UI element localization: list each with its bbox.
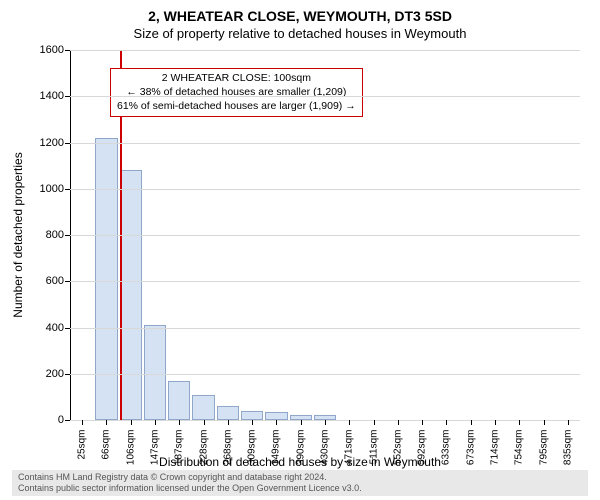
grid-line bbox=[70, 328, 580, 329]
histogram-bar bbox=[217, 406, 239, 420]
x-tick-mark bbox=[495, 420, 496, 425]
x-tick-mark bbox=[252, 420, 253, 425]
histogram-bar bbox=[168, 381, 190, 420]
y-tick-mark bbox=[65, 235, 70, 236]
x-tick-mark bbox=[422, 420, 423, 425]
y-tick-mark bbox=[65, 420, 70, 421]
x-tick-mark bbox=[544, 420, 545, 425]
footer: Contains HM Land Registry data © Crown c… bbox=[12, 470, 588, 496]
histogram-bar bbox=[120, 170, 142, 420]
y-tick-mark bbox=[65, 143, 70, 144]
histogram-bar bbox=[265, 412, 287, 420]
y-tick-label: 600 bbox=[24, 275, 64, 287]
x-tick-mark bbox=[471, 420, 472, 425]
y-tick-label: 1600 bbox=[24, 44, 64, 56]
y-tick-label: 1000 bbox=[24, 183, 64, 195]
x-tick-mark bbox=[446, 420, 447, 425]
y-tick-label: 1200 bbox=[24, 137, 64, 149]
grid-line bbox=[70, 143, 580, 144]
grid-line bbox=[70, 281, 580, 282]
callout-line-1: 2 WHEATEAR CLOSE: 100sqm bbox=[117, 71, 356, 85]
x-tick-mark bbox=[374, 420, 375, 425]
x-tick-mark bbox=[131, 420, 132, 425]
y-tick-label: 800 bbox=[24, 229, 64, 241]
x-tick-mark bbox=[568, 420, 569, 425]
histogram-bar bbox=[192, 395, 214, 420]
y-tick-mark bbox=[65, 328, 70, 329]
x-tick-mark bbox=[82, 420, 83, 425]
footer-line-2: Contains public sector information licen… bbox=[18, 483, 582, 494]
y-tick-label: 400 bbox=[24, 322, 64, 334]
y-tick-mark bbox=[65, 374, 70, 375]
chart-container: 2, WHEATEAR CLOSE, WEYMOUTH, DT3 5SD Siz… bbox=[0, 0, 600, 500]
grid-line bbox=[70, 189, 580, 190]
x-tick-mark bbox=[276, 420, 277, 425]
x-axis-label: Distribution of detached houses by size … bbox=[0, 455, 600, 469]
y-tick-mark bbox=[65, 50, 70, 51]
y-tick-mark bbox=[65, 96, 70, 97]
x-tick-mark bbox=[349, 420, 350, 425]
x-tick-mark bbox=[204, 420, 205, 425]
histogram-bar bbox=[95, 138, 117, 420]
grid-line bbox=[70, 50, 580, 51]
x-tick-mark bbox=[228, 420, 229, 425]
chart-subtitle: Size of property relative to detached ho… bbox=[0, 26, 600, 41]
x-tick-mark bbox=[398, 420, 399, 425]
grid-line bbox=[70, 96, 580, 97]
y-tick-mark bbox=[65, 281, 70, 282]
chart-title: 2, WHEATEAR CLOSE, WEYMOUTH, DT3 5SD bbox=[0, 8, 600, 24]
callout-line-3: 61% of semi-detached houses are larger (… bbox=[117, 99, 356, 113]
y-tick-label: 1400 bbox=[24, 90, 64, 102]
x-tick-mark bbox=[325, 420, 326, 425]
y-tick-label: 0 bbox=[24, 414, 64, 426]
grid-line bbox=[70, 235, 580, 236]
x-tick-mark bbox=[155, 420, 156, 425]
grid-line bbox=[70, 374, 580, 375]
x-tick-mark bbox=[106, 420, 107, 425]
histogram-bar bbox=[241, 411, 263, 420]
histogram-bar bbox=[144, 325, 166, 420]
y-tick-mark bbox=[65, 189, 70, 190]
callout-box: 2 WHEATEAR CLOSE: 100sqm ← 38% of detach… bbox=[110, 68, 363, 117]
y-axis-label: Number of detached properties bbox=[11, 152, 25, 317]
x-tick-mark bbox=[301, 420, 302, 425]
y-tick-label: 200 bbox=[24, 368, 64, 380]
x-tick-mark bbox=[179, 420, 180, 425]
footer-line-1: Contains HM Land Registry data © Crown c… bbox=[18, 472, 582, 483]
x-tick-mark bbox=[519, 420, 520, 425]
